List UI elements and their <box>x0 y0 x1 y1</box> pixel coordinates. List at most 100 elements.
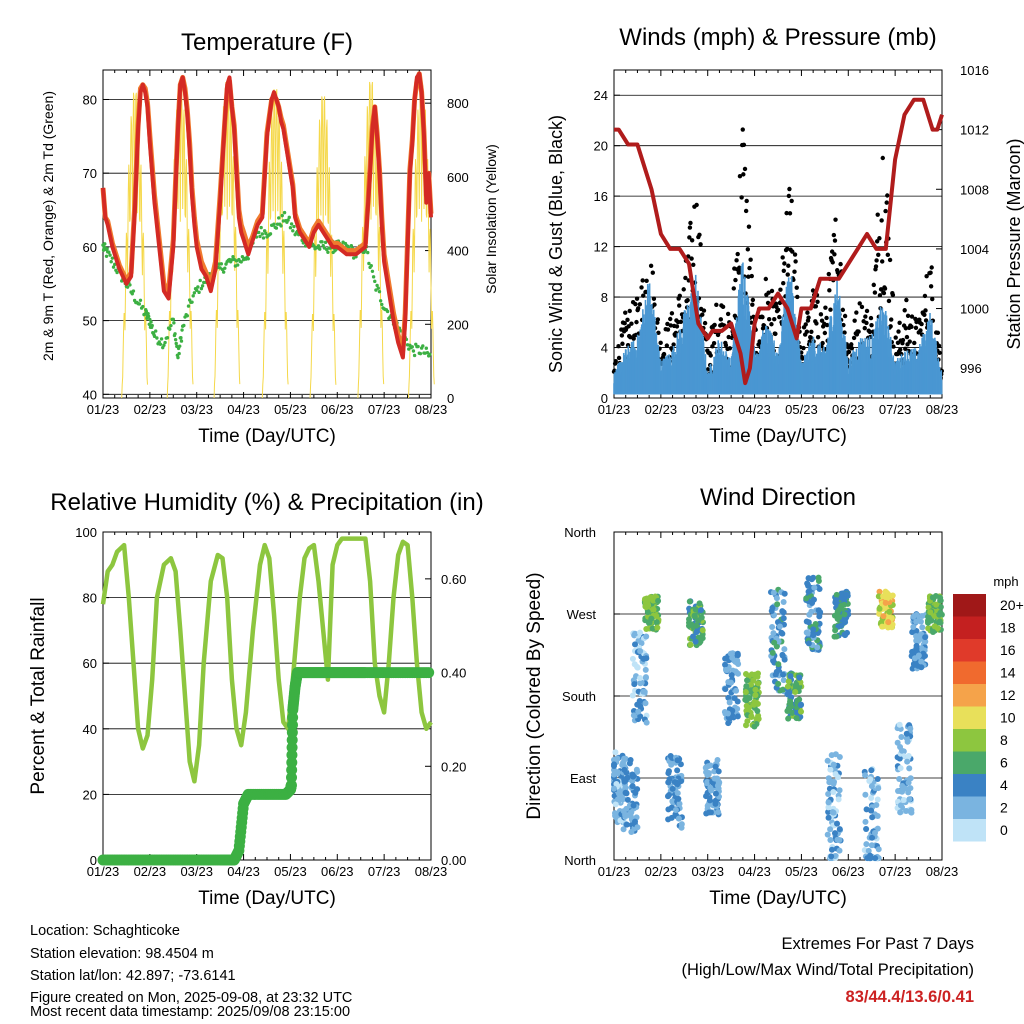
gust-point <box>747 265 752 271</box>
gust-point <box>794 285 799 290</box>
dewpoint-point <box>128 283 132 287</box>
colorbar-label: 4 <box>1000 777 1008 793</box>
direction-point <box>787 698 794 705</box>
direction-point <box>635 708 642 715</box>
dewpoint-point <box>282 210 287 215</box>
dewpoint-point <box>165 336 170 340</box>
rh-line <box>100 536 433 784</box>
dewpoint-point <box>169 323 173 328</box>
direction-point <box>862 791 869 798</box>
direction-point <box>637 713 644 720</box>
direction-point <box>780 615 787 622</box>
gust-point <box>668 316 673 322</box>
direction-point <box>771 639 778 646</box>
dewpoint-point <box>200 284 205 288</box>
direction-point <box>915 652 922 659</box>
direction-point <box>898 734 905 741</box>
direction-point <box>612 801 619 808</box>
dewpoint-point <box>421 344 425 348</box>
gust-point <box>740 127 745 132</box>
direction-point <box>863 806 870 813</box>
gust-point <box>863 314 868 319</box>
gust-point <box>849 342 854 347</box>
dewpoint-point <box>259 225 263 230</box>
y-tick-label: 50 <box>83 314 97 329</box>
gust-point <box>775 307 781 313</box>
dewpoint-point <box>144 309 149 314</box>
direction-point <box>911 661 918 668</box>
direction-point <box>734 652 741 659</box>
direction-point <box>628 829 635 836</box>
direction-point <box>780 677 787 684</box>
gust-point <box>786 193 792 199</box>
direction-point <box>770 589 777 596</box>
gust-point <box>664 343 670 348</box>
direction-point <box>677 761 684 768</box>
gust-point <box>677 303 682 308</box>
dewpoint-point <box>378 299 383 303</box>
gust-point <box>907 339 912 344</box>
dewpoint-point <box>411 349 416 353</box>
chart-title: Temperature (F) <box>181 29 353 56</box>
gust-point <box>658 340 663 346</box>
direction-point <box>675 795 682 802</box>
direction-point <box>868 794 875 801</box>
direction-point <box>690 633 697 640</box>
dewpoint-point <box>289 222 294 226</box>
gust-point <box>733 277 738 283</box>
direction-point <box>933 601 940 608</box>
gust-point <box>838 261 843 267</box>
direction-point <box>768 607 775 614</box>
x-tick-label: 05/23 <box>785 864 818 879</box>
gust-point <box>685 298 690 303</box>
direction-point <box>614 770 621 777</box>
direction-point <box>918 645 925 652</box>
gust-point <box>623 310 628 315</box>
gust-point <box>635 306 641 311</box>
pressure-line <box>614 97 944 386</box>
gust-point <box>808 335 813 340</box>
direction-point <box>621 755 628 762</box>
gust-point <box>778 287 783 292</box>
dewpoint-point <box>196 285 200 289</box>
direction-point <box>725 694 732 701</box>
direction-point <box>743 722 750 729</box>
dewpoint-point <box>380 302 384 307</box>
direction-point <box>623 821 630 828</box>
direction-point <box>937 597 944 604</box>
gust-point <box>620 341 625 346</box>
temp_2m-line <box>101 71 433 360</box>
x-tick-label: 04/23 <box>227 864 260 879</box>
gust-point <box>813 304 819 309</box>
y-tick-label: 40 <box>83 387 97 402</box>
dewpoint-point <box>179 336 183 340</box>
footer-latlon: Station lat/lon: 42.897; -73.6141 <box>30 968 236 984</box>
direction-point <box>620 795 627 802</box>
direction-point <box>691 612 698 619</box>
dewpoint-point <box>262 229 267 233</box>
direction-point <box>900 797 907 804</box>
direction-point <box>642 700 649 707</box>
direction-point <box>832 627 839 634</box>
dewpoint-point <box>178 344 182 348</box>
direction-point <box>913 637 920 644</box>
x-axis-label: Time (Day/UTC) <box>709 426 847 447</box>
gust-point <box>898 347 903 352</box>
gust-point <box>781 268 787 274</box>
x-tick-label: 06/23 <box>832 864 865 879</box>
gust-point <box>893 335 898 340</box>
direction-point <box>735 661 742 668</box>
direction-point <box>836 826 843 833</box>
direction-point <box>936 611 943 618</box>
gust-point <box>790 249 795 254</box>
direction-point <box>805 640 812 647</box>
direction-point <box>676 800 683 807</box>
direction-point <box>772 671 779 678</box>
dewpoint-point <box>291 229 295 233</box>
direction-point <box>615 790 622 797</box>
dewpoint-point <box>268 232 273 236</box>
direction-point <box>896 776 903 783</box>
direction-point <box>627 810 634 817</box>
direction-point <box>907 725 914 732</box>
gust-point <box>708 353 713 358</box>
